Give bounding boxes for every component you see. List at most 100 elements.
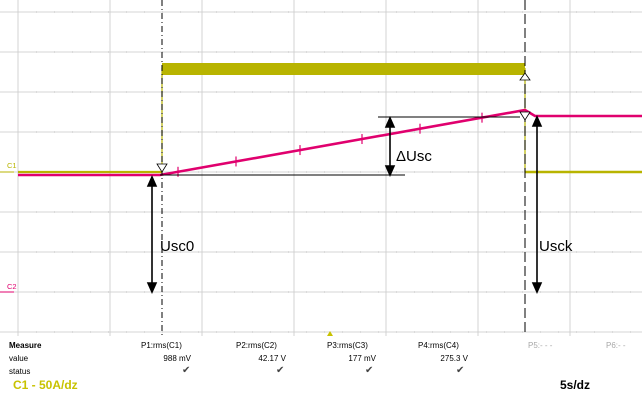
grid-dot xyxy=(360,131,361,133)
grid-dot xyxy=(450,11,451,13)
p4-value: 275.3 V xyxy=(440,354,468,363)
grid-dot xyxy=(216,131,217,133)
grid-dot xyxy=(126,251,127,253)
grid-dot xyxy=(504,51,505,53)
grid-dot xyxy=(594,211,595,213)
grid-dot xyxy=(414,11,415,13)
p4-name[interactable]: P4:rms(C4) xyxy=(418,341,459,350)
p3-name[interactable]: P3:rms(C3) xyxy=(327,341,368,350)
grid-dot xyxy=(72,331,73,333)
grid-dot xyxy=(180,51,181,53)
value-row-label: value xyxy=(9,354,29,363)
usck-arrow-down-icon xyxy=(531,282,543,294)
grid-dot xyxy=(396,211,397,213)
grid-dot xyxy=(612,331,613,333)
grid-dot xyxy=(342,131,343,133)
grid-dot xyxy=(450,211,451,213)
grid-dot xyxy=(90,331,91,333)
grid-dot xyxy=(288,211,289,213)
grid-dot xyxy=(612,131,613,133)
grid-dot xyxy=(36,131,37,133)
grid-dot xyxy=(558,291,559,293)
grid-dot xyxy=(432,131,433,133)
timebase-label[interactable]: 5s/dz xyxy=(560,378,591,392)
grid-dot xyxy=(288,251,289,253)
grid-dot xyxy=(486,251,487,253)
grid-dot xyxy=(378,211,379,213)
grid-dot xyxy=(558,131,559,133)
grid-dot xyxy=(234,291,235,293)
grid-dot xyxy=(504,11,505,13)
grid-dot xyxy=(90,251,91,253)
grid-dot xyxy=(450,91,451,93)
grid-dot xyxy=(576,51,577,53)
grid-dot xyxy=(360,171,361,173)
grid-dot xyxy=(36,11,37,13)
grid-dot xyxy=(270,131,271,133)
status-row-label: status xyxy=(9,367,31,376)
grid-dot xyxy=(288,131,289,133)
grid-dot xyxy=(630,211,631,213)
grid-dot xyxy=(90,11,91,13)
grid-dot xyxy=(216,211,217,213)
grid-dot xyxy=(234,131,235,133)
grid-dot xyxy=(234,91,235,93)
grid-dot xyxy=(414,211,415,213)
grid-dot xyxy=(558,11,559,13)
grid-dot xyxy=(270,291,271,293)
p2-value: 42.17 V xyxy=(258,354,286,363)
grid-dot xyxy=(324,331,325,333)
grid-dot xyxy=(450,131,451,133)
grid-dot xyxy=(180,251,181,253)
grid-dot xyxy=(216,331,217,333)
grid-dot xyxy=(144,131,145,133)
grid-dot xyxy=(180,131,181,133)
p1-name[interactable]: P1:rms(C1) xyxy=(141,341,182,350)
marker-arrows xyxy=(156,72,531,173)
p1-status-check-icon: ✔ xyxy=(182,365,191,376)
grid-dot xyxy=(54,91,55,93)
grid-dot xyxy=(594,11,595,13)
grid-dot xyxy=(90,211,91,213)
p2-name[interactable]: P2:rms(C2) xyxy=(236,341,277,350)
grid-dot xyxy=(144,211,145,213)
grid-dot xyxy=(576,331,577,333)
delta-usc-label: ΔUsc xyxy=(396,148,432,165)
cursor-marker-right-top-icon xyxy=(519,72,531,81)
grid-dot xyxy=(54,291,55,293)
grid-dot xyxy=(522,331,523,333)
grid-dot xyxy=(306,131,307,133)
p5-name[interactable]: P5:- - - xyxy=(528,341,553,350)
grid-dot xyxy=(72,131,73,133)
grid-dot xyxy=(594,131,595,133)
grid-dot xyxy=(360,11,361,13)
grid-dot xyxy=(126,211,127,213)
grid-dot xyxy=(522,91,523,93)
channel-scale-label[interactable]: C1 - 50A/dz xyxy=(13,378,78,392)
grid-dot xyxy=(108,131,109,133)
grid-dot xyxy=(540,291,541,293)
grid-dot xyxy=(432,211,433,213)
grid-dot xyxy=(198,331,199,333)
grid-dot xyxy=(468,331,469,333)
grid-dot xyxy=(342,91,343,93)
grid-dot xyxy=(396,91,397,93)
p6-name[interactable]: P6:- - xyxy=(606,341,626,350)
grid-dot xyxy=(360,331,361,333)
grid-dot xyxy=(270,171,271,173)
grid-dot xyxy=(396,291,397,293)
c1-marker-label: C1 xyxy=(7,161,17,170)
grid-dot xyxy=(360,251,361,253)
grid-dot xyxy=(252,11,253,13)
grid-dot xyxy=(270,331,271,333)
usck-label: Usck xyxy=(539,238,573,255)
c2-marker-label: C2 xyxy=(7,282,17,291)
grid-dot xyxy=(216,11,217,13)
grid-dot xyxy=(558,251,559,253)
grid-dot xyxy=(486,171,487,173)
grid-dot xyxy=(522,131,523,133)
grid-dot xyxy=(216,171,217,173)
grid-dot xyxy=(432,251,433,253)
grid-dot xyxy=(630,291,631,293)
grid-dot xyxy=(612,291,613,293)
